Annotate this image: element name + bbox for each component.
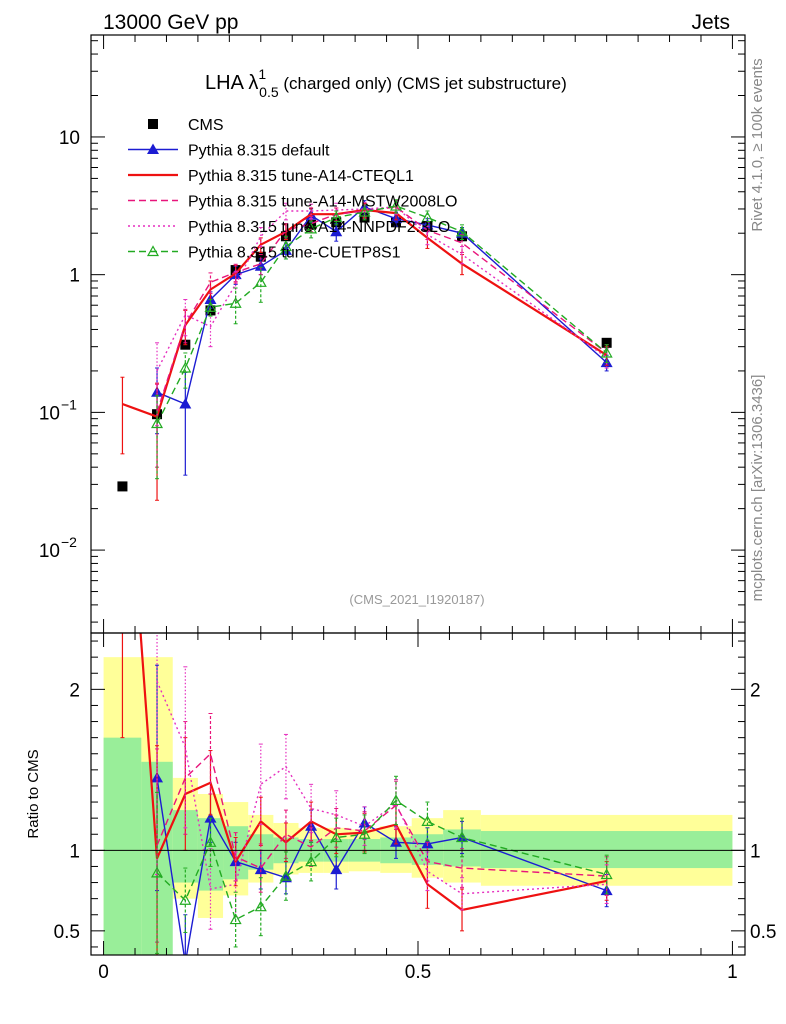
ratio-point-4-10 <box>421 815 434 826</box>
main-point-1-4 <box>254 260 267 271</box>
ratio-ytick-label-right-0: 2 <box>750 680 761 701</box>
ratio-xtick-label-1: 0.5 <box>405 962 431 983</box>
main-point-5-8 <box>358 205 371 217</box>
main-point-5-12 <box>600 346 613 358</box>
ratio-series-layer <box>120 633 613 968</box>
ratio-point-4-0 <box>151 866 164 878</box>
main-point-5-1 <box>179 361 192 373</box>
legend-label-4: Pythia 8.315 tune-A14-NNPDF2.3LO <box>188 219 450 236</box>
ratio-ytick-label-right-2: 0.5 <box>750 922 776 943</box>
legend-label-0: CMS <box>188 117 224 134</box>
main-line-5 <box>156 205 608 424</box>
ratio-line-1 <box>139 633 607 912</box>
main-ytick-label-0: 10 <box>59 128 80 149</box>
ratio-point-4-11 <box>455 831 469 843</box>
header-left: 13000 GeV pp <box>103 11 238 34</box>
main-series-layer <box>117 199 613 501</box>
legend-item-4: Pythia 8.315 tune-A14-NNPDF2.3LO <box>128 219 450 236</box>
ratio-point-4-9 <box>389 794 403 806</box>
legend-label-1: Pythia 8.315 default <box>188 143 330 160</box>
legend-marker-5 <box>146 245 160 257</box>
main-series-5 <box>151 199 613 480</box>
ratio-point-0-4 <box>254 863 267 875</box>
ratio-point-0-2 <box>204 812 217 823</box>
ratio-point-4-1 <box>179 894 192 905</box>
main-point-5-10 <box>421 211 434 223</box>
main-ytick-label-1: 1 <box>69 266 80 287</box>
main-point-5-11 <box>455 225 469 237</box>
legend-label-5: Pythia 8.315 tune-CUETP8S1 <box>188 245 401 262</box>
main-ytick-label-2: 10 <box>39 403 60 424</box>
band-green-0 <box>103 737 142 955</box>
ratio-xtick-label-2: 1 <box>727 962 738 983</box>
main-point-0-0 <box>117 481 128 492</box>
main-point-1-5 <box>279 244 292 255</box>
main-point-1-1 <box>179 398 192 409</box>
ratio-point-4-3 <box>229 913 242 925</box>
ratio-point-4-6 <box>305 855 318 867</box>
ratio-point-4-12 <box>600 868 613 880</box>
main-series-1 <box>151 200 613 476</box>
main-ytick-label-3: 10 <box>39 541 60 562</box>
legend-item-3: Pythia 8.315 tune-A14-MSTW2008LO <box>128 194 457 211</box>
main-point-5-9 <box>389 199 403 211</box>
main-point-5-5 <box>279 240 292 252</box>
main-point-5-0 <box>151 417 164 429</box>
header-right: Jets <box>691 11 730 34</box>
ratio-point-4-2 <box>204 836 217 847</box>
main-point-5-4 <box>254 276 267 287</box>
title-superscript: 1 <box>258 66 266 82</box>
legend-item-2: Pythia 8.315 tune-A14-CTEQL1 <box>128 168 414 185</box>
ratio-ytick-label-left-1: 1 <box>69 841 80 862</box>
ratio-line-3 <box>156 681 607 895</box>
ratio-line-4 <box>156 799 607 921</box>
legend-marker-1 <box>147 143 159 154</box>
ratio-uncertainty-bands <box>103 657 733 955</box>
legend: CMS Pythia 8.315 default Pythia 8.315 tune… <box>128 117 457 262</box>
main-point-5-3 <box>229 297 242 308</box>
main-line-2 <box>122 208 608 419</box>
title-rest: (charged only) (CMS jet substructure) <box>279 74 567 93</box>
legend-item-5: Pythia 8.315 tune-CUETP8S1 <box>128 245 401 262</box>
ratio-point-4-4 <box>254 900 267 912</box>
ratio-point-0-1 <box>179 957 191 968</box>
ratio-point-4-5 <box>279 869 292 881</box>
legend-label-2: Pythia 8.315 tune-A14-CTEQL1 <box>188 168 414 185</box>
ratio-ytick-label-right-1: 1 <box>750 841 761 862</box>
main-ytick-exponent-3: −2 <box>61 534 77 550</box>
title-subscript: 0.5 <box>259 84 279 100</box>
title-main: LHA λ <box>205 72 258 94</box>
main-series-3 <box>155 200 609 468</box>
mcplots-label: mcplots.cern.ch [arXiv:1306.3436] <box>749 375 766 602</box>
main-point-5-6 <box>305 222 318 234</box>
main-line-1 <box>156 206 608 405</box>
ratio-xtick-label-0: 0 <box>98 962 109 983</box>
ratio-point-4-8 <box>358 828 371 839</box>
ratio-ytick-label-left-2: 0.5 <box>54 922 80 943</box>
main-point-5-7 <box>330 211 343 223</box>
main-ytick-exponent-2: −1 <box>61 396 77 412</box>
main-point-0-13 <box>601 337 612 348</box>
legend-item-1: Pythia 8.315 default <box>128 143 330 160</box>
ratio-ytick-label-left-0: 2 <box>69 680 80 701</box>
ratio-series-4 <box>151 775 613 954</box>
legend-label-3: Pythia 8.315 tune-A14-MSTW2008LO <box>188 194 457 211</box>
analysis-id-label: (CMS_2021_I1920187) <box>349 592 484 607</box>
main-plot-title: LHA λ1 0.5 (charged only) (CMS jet substr… <box>205 66 567 100</box>
main-line-4 <box>156 206 608 372</box>
ratio-point-0-7 <box>330 863 343 875</box>
rivet-version-label: Rivet 4.1.0, ≥ 100k events <box>749 58 766 231</box>
main-point-1-7 <box>330 225 343 237</box>
main-point-5-2 <box>204 301 217 312</box>
ratio-point-4-7 <box>330 831 343 843</box>
legend-marker-0 <box>148 119 158 129</box>
ratio-y-axis-label: Ratio to CMS <box>25 749 42 838</box>
legend-item-0: CMS <box>148 117 224 134</box>
